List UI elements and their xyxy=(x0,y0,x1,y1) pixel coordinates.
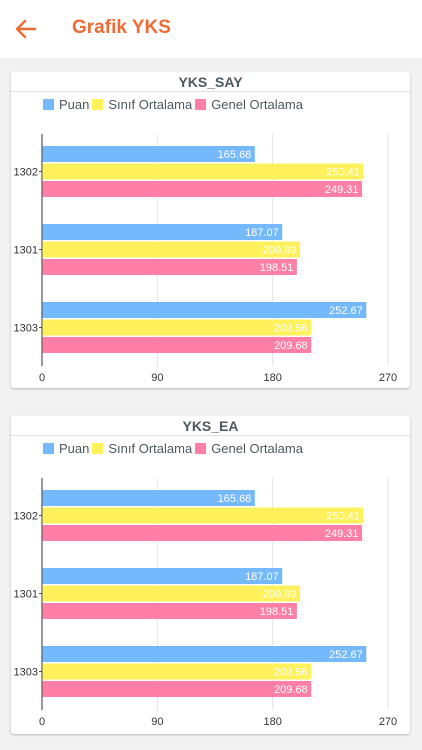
bar xyxy=(42,337,312,353)
x-tick-label: 270 xyxy=(379,372,397,384)
bar xyxy=(42,302,367,318)
bar-value-label: 252.67 xyxy=(329,305,363,317)
y-category-label: 1302 xyxy=(14,167,38,179)
bar-value-label: 252.67 xyxy=(329,649,363,661)
bar xyxy=(42,319,312,336)
y-category-label: 1303 xyxy=(14,667,38,679)
legend-swatch-sinif-ortalama xyxy=(92,442,104,454)
bar xyxy=(42,568,283,584)
legend-label-puan: Puan xyxy=(59,440,90,456)
bar xyxy=(42,663,312,680)
bar-value-label: 249.31 xyxy=(325,528,359,540)
bar-chart-yks-say: 0 90 180 270 165.68 250.41 249.31 1302 187.07 200… xyxy=(14,134,397,384)
legend-item-sinif-ortalama: Sınıf Ortalama xyxy=(92,97,195,112)
legend-swatch-puan xyxy=(43,98,54,110)
bar-value-label: 187.07 xyxy=(245,571,279,583)
legend-label-genel-ortalama: Genel Ortalama xyxy=(211,96,303,112)
chart-card-yks-ea: YKS_EA Puan Sınıf Ortalama Genel Ortalam… xyxy=(11,416,410,734)
page-title: Grafik YKS xyxy=(72,17,171,38)
y-category-label: 1301 xyxy=(14,589,38,601)
back-button[interactable] xyxy=(10,15,42,43)
legend-label-sinif-ortalama: Sınıf Ortalama xyxy=(108,440,193,456)
legend-label-puan: Puan xyxy=(59,96,90,112)
y-category-label: 1302 xyxy=(14,511,38,523)
legend-swatch-puan xyxy=(43,442,54,454)
bar xyxy=(42,181,362,197)
bar xyxy=(42,241,301,258)
bar-value-label: 209.68 xyxy=(274,684,308,696)
legend-label-genel-ortalama: Genel Ortalama xyxy=(211,440,303,456)
bar-value-label: 250.41 xyxy=(326,167,360,179)
bar xyxy=(42,507,364,524)
bar-value-label: 198.51 xyxy=(260,262,294,274)
bar xyxy=(42,603,297,619)
bar xyxy=(42,259,297,275)
divider xyxy=(11,91,410,92)
legend-item-sinif-ortalama: Sınıf Ortalama xyxy=(92,441,195,456)
bar xyxy=(42,585,301,602)
legend-swatch-sinif-ortalama xyxy=(92,98,104,110)
bar-value-label: 165.68 xyxy=(218,149,252,161)
bar-value-label: 198.51 xyxy=(260,606,294,618)
chart-title: YKS_EA xyxy=(182,418,239,434)
bar-value-label: 187.07 xyxy=(245,227,279,239)
bar xyxy=(42,163,364,180)
bar xyxy=(42,681,312,697)
legend-swatch-genel-ortalama xyxy=(195,442,207,454)
bar xyxy=(42,525,362,541)
x-tick-label: 0 xyxy=(39,716,45,728)
bar xyxy=(42,224,283,240)
x-tick-label: 180 xyxy=(263,716,281,728)
bar-value-label: 165.68 xyxy=(218,493,252,505)
bar xyxy=(42,146,255,162)
bar xyxy=(42,646,367,662)
legend-label-sinif-ortalama: Sınıf Ortalama xyxy=(108,96,193,112)
chart-legend: Puan Sınıf Ortalama Genel Ortalama xyxy=(43,440,306,456)
bar xyxy=(42,490,255,506)
bar-chart-yks-ea: 0 90 180 270 165.68 250.41 249.31 1302 187.07 200… xyxy=(14,478,397,728)
x-tick-label: 90 xyxy=(151,372,163,384)
legend-swatch-genel-ortalama xyxy=(195,98,207,110)
chart-legend: Puan Sınıf Ortalama Genel Ortalama xyxy=(43,96,306,112)
bar-value-label: 209.56 xyxy=(274,667,308,679)
chart-title: YKS_SAY xyxy=(178,74,243,90)
bar-value-label: 200.99 xyxy=(263,589,297,601)
app-bar: Grafik YKS xyxy=(0,0,422,58)
bar-value-label: 249.31 xyxy=(325,184,359,196)
legend-item-puan: Puan xyxy=(43,441,92,456)
arrow-left-icon xyxy=(15,19,37,39)
bar-value-label: 209.56 xyxy=(274,323,308,335)
legend-item-genel-ortalama: Genel Ortalama xyxy=(195,97,306,112)
bar-value-label: 200.99 xyxy=(263,245,297,257)
x-tick-label: 270 xyxy=(379,716,397,728)
bar-value-label: 209.68 xyxy=(274,340,308,352)
x-tick-label: 180 xyxy=(263,372,281,384)
y-category-label: 1303 xyxy=(14,323,38,335)
bar-value-label: 250.41 xyxy=(326,511,360,523)
x-tick-label: 90 xyxy=(151,716,163,728)
legend-item-puan: Puan xyxy=(43,97,92,112)
chart-card-yks-say: YKS_SAY Puan Sınıf Ortalama Genel Ortala… xyxy=(11,72,410,388)
x-tick-label: 0 xyxy=(39,372,45,384)
y-category-label: 1301 xyxy=(14,245,38,257)
divider xyxy=(11,435,410,436)
legend-item-genel-ortalama: Genel Ortalama xyxy=(195,441,306,456)
